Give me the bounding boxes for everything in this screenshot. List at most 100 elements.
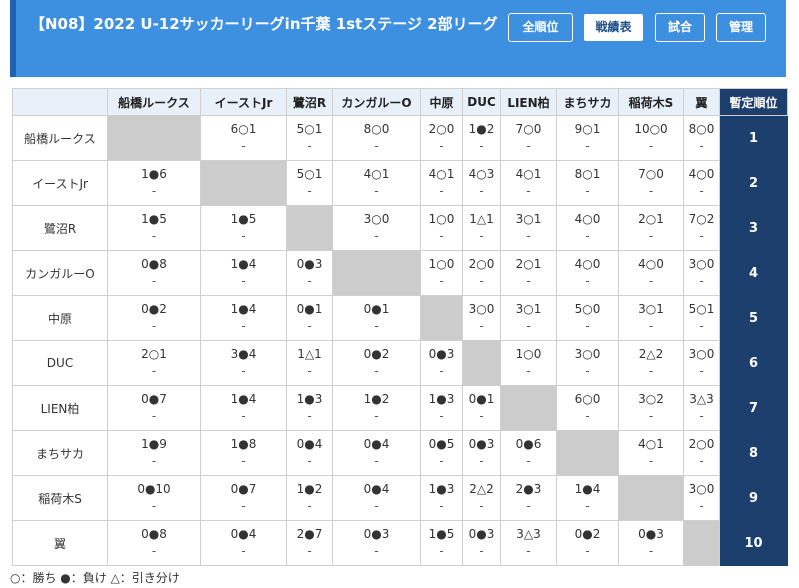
match-result-cell[interactable]: 0●10 - — [107, 475, 201, 521]
match-result-cell[interactable]: 8○1 - — [556, 160, 619, 206]
match-result-cell[interactable]: 1●5 - — [107, 205, 201, 251]
match-result-cell[interactable]: 2○1 - — [107, 340, 201, 386]
match-result-cell[interactable]: 1●2 - — [462, 115, 501, 161]
match-result-cell[interactable]: 1●4 - — [200, 295, 287, 341]
match-result-cell[interactable]: 0●4 - — [332, 430, 421, 476]
match-result-cell[interactable]: 4○1 - — [420, 160, 463, 206]
match-result-cell[interactable]: 1●5 - — [420, 520, 463, 566]
match-result-cell[interactable]: 0●3 - — [332, 520, 421, 566]
match-result-cell[interactable]: 0●6 - — [500, 430, 557, 476]
row-team-name[interactable]: DUC — [12, 340, 108, 386]
match-result-cell[interactable]: 2△2 - — [618, 340, 684, 386]
match-result-cell[interactable]: 7○2 - — [683, 205, 720, 251]
results-table-button[interactable]: 戦績表 — [583, 13, 644, 42]
match-result-cell[interactable]: 3△3 - — [500, 520, 557, 566]
match-result-cell[interactable]: 0●7 - — [200, 475, 287, 521]
match-result-cell[interactable]: 0●3 - — [462, 520, 501, 566]
row-team-name[interactable]: まちサカ — [12, 430, 108, 476]
match-result-cell[interactable]: 0●2 - — [332, 340, 421, 386]
match-result-cell[interactable]: 2○0 - — [683, 430, 720, 476]
matches-button[interactable]: 試合 — [655, 13, 705, 42]
match-result-cell[interactable]: 3○1 - — [500, 205, 557, 251]
admin-button[interactable]: 管理 — [716, 13, 766, 42]
row-team-name[interactable]: 稲荷木S — [12, 475, 108, 521]
match-result-cell[interactable]: 3△3 - — [683, 385, 720, 431]
match-result-cell[interactable]: 10○0 - — [618, 115, 684, 161]
row-team-name[interactable]: 翼 — [12, 520, 108, 566]
match-result-cell[interactable]: 3○1 - — [500, 295, 557, 341]
match-result-cell[interactable]: 1●4 - — [556, 475, 619, 521]
match-result-cell[interactable]: 1△1 - — [286, 340, 333, 386]
row-team-name[interactable]: カンガルーO — [12, 250, 108, 296]
match-result-cell[interactable]: 0●8 - — [107, 250, 201, 296]
row-team-name[interactable]: イーストJr — [12, 160, 108, 206]
match-result-cell[interactable]: 3○1 - — [618, 295, 684, 341]
match-result-cell[interactable]: 0●1 - — [332, 295, 421, 341]
match-result-cell[interactable]: 1●4 - — [200, 250, 287, 296]
match-result-cell[interactable]: 1●2 - — [332, 385, 421, 431]
match-result-cell[interactable]: 2○0 - — [420, 115, 463, 161]
match-result-cell[interactable]: 0●1 - — [286, 295, 333, 341]
match-result-cell[interactable]: 3○0 - — [462, 295, 501, 341]
match-result-cell[interactable]: 1●5 - — [200, 205, 287, 251]
match-result-cell[interactable]: 9○1 - — [556, 115, 619, 161]
match-result-cell[interactable]: 0●4 - — [286, 430, 333, 476]
match-result-cell[interactable]: 5○1 - — [286, 160, 333, 206]
match-result-cell[interactable]: 1○0 - — [420, 250, 463, 296]
match-result-cell[interactable]: 1●3 - — [420, 385, 463, 431]
match-result-cell[interactable]: 0●7 - — [107, 385, 201, 431]
match-result-cell[interactable]: 1●3 - — [286, 385, 333, 431]
match-result-cell[interactable]: 1○0 - — [500, 340, 557, 386]
match-result-cell[interactable]: 2△2 - — [462, 475, 501, 521]
match-result-cell[interactable]: 1●9 - — [107, 430, 201, 476]
match-result-cell[interactable]: 1●3 - — [420, 475, 463, 521]
match-result-cell[interactable]: 3●4 - — [200, 340, 287, 386]
match-result-cell[interactable]: 1●2 - — [286, 475, 333, 521]
match-result-cell[interactable]: 5○1 - — [683, 295, 720, 341]
row-team-name[interactable]: 船橋ルークス — [12, 115, 108, 161]
match-result-cell[interactable]: 0●3 - — [618, 520, 684, 566]
match-result-cell[interactable]: 0●2 - — [107, 295, 201, 341]
match-result-cell[interactable]: 4○0 - — [556, 205, 619, 251]
match-result-cell[interactable]: 0●4 - — [332, 475, 421, 521]
match-result-cell[interactable]: 4○3 - — [462, 160, 501, 206]
match-result-cell[interactable]: 1●4 - — [200, 385, 287, 431]
match-result-cell[interactable]: 5○0 - — [556, 295, 619, 341]
match-result-cell[interactable]: 2○1 - — [618, 205, 684, 251]
match-result-cell[interactable]: 6○0 - — [556, 385, 619, 431]
match-result-cell[interactable]: 8○0 - — [332, 115, 421, 161]
match-result-cell[interactable]: 4○1 - — [332, 160, 421, 206]
match-result-cell[interactable]: 1●8 - — [200, 430, 287, 476]
match-result-cell[interactable]: 7○0 - — [500, 115, 557, 161]
match-result-cell[interactable]: 1△1 - — [462, 205, 501, 251]
match-result-cell[interactable]: 2○0 - — [462, 250, 501, 296]
match-result-cell[interactable]: 2●3 - — [500, 475, 557, 521]
match-result-cell[interactable]: 4○0 - — [556, 250, 619, 296]
match-result-cell[interactable]: 3○0 - — [556, 340, 619, 386]
match-result-cell[interactable]: 0●1 - — [462, 385, 501, 431]
match-result-cell[interactable]: 8○0 - — [683, 115, 720, 161]
match-result-cell[interactable]: 0●3 - — [420, 340, 463, 386]
row-team-name[interactable]: 中原 — [12, 295, 108, 341]
row-team-name[interactable]: 鷺沼R — [12, 205, 108, 251]
all-rankings-button[interactable]: 全順位 — [508, 13, 573, 42]
match-result-cell[interactable]: 1○0 - — [420, 205, 463, 251]
match-result-cell[interactable]: 4○0 - — [683, 160, 720, 206]
match-result-cell[interactable]: 0●3 - — [286, 250, 333, 296]
match-result-cell[interactable]: 4○1 - — [500, 160, 557, 206]
match-result-cell[interactable]: 1●6 - — [107, 160, 201, 206]
match-result-cell[interactable]: 3○0 - — [683, 250, 720, 296]
match-result-cell[interactable]: 0●8 - — [107, 520, 201, 566]
match-result-cell[interactable]: 6○1 - — [200, 115, 287, 161]
match-result-cell[interactable]: 0●5 - — [420, 430, 463, 476]
match-result-cell[interactable]: 0●2 - — [556, 520, 619, 566]
match-result-cell[interactable]: 0●3 - — [462, 430, 501, 476]
match-result-cell[interactable]: 2○1 - — [500, 250, 557, 296]
match-result-cell[interactable]: 4○1 - — [618, 430, 684, 476]
match-result-cell[interactable]: 3○2 - — [618, 385, 684, 431]
match-result-cell[interactable]: 3○0 - — [683, 475, 720, 521]
match-result-cell[interactable]: 0●4 - — [200, 520, 287, 566]
row-team-name[interactable]: LIEN柏 — [12, 385, 108, 431]
match-result-cell[interactable]: 3○0 - — [683, 340, 720, 386]
match-result-cell[interactable]: 7○0 - — [618, 160, 684, 206]
